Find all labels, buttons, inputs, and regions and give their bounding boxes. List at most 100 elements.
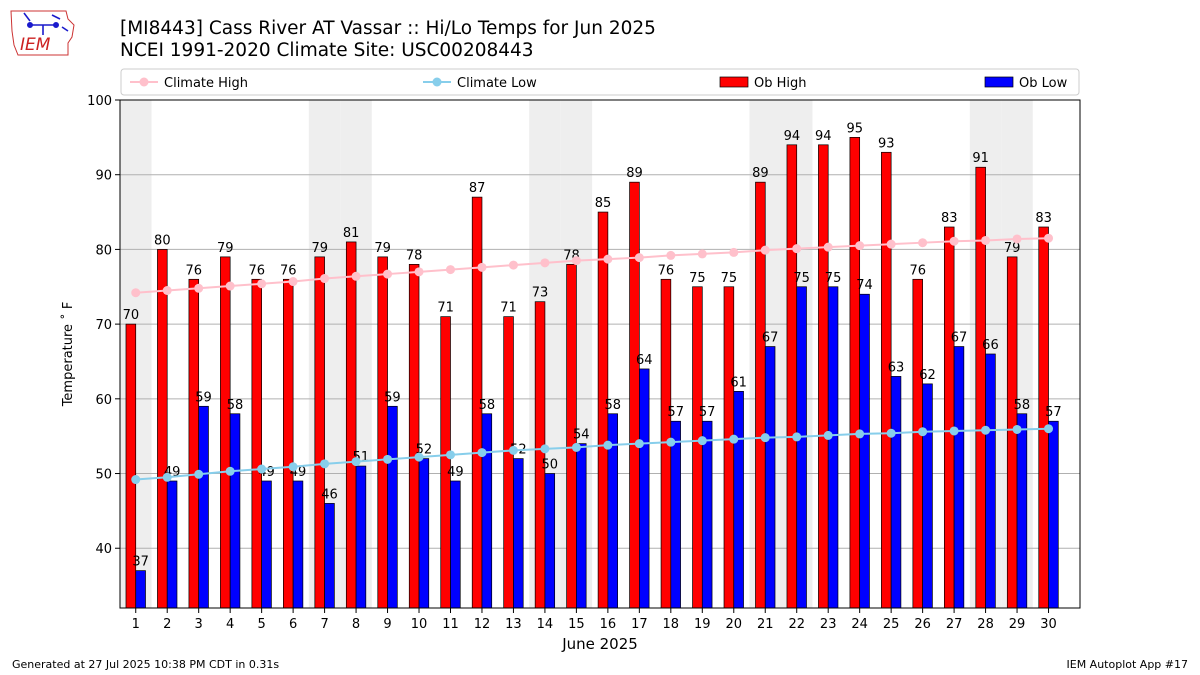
ob-high-bar-day-9 [377, 256, 388, 609]
ob-low-label-day-4: 58 [227, 398, 244, 413]
ob-low-label-day-1: 37 [132, 555, 149, 570]
ob-low-label-day-7: 46 [321, 487, 338, 502]
x-tick-label-25: 25 [883, 617, 900, 632]
ob-high-label-day-7: 79 [311, 241, 328, 256]
climate-low-point-day-13 [508, 445, 518, 455]
ob-high-bar-day-2 [157, 249, 168, 609]
climate-low-point-day-4 [225, 466, 235, 476]
climate-high-point-day-30 [1044, 233, 1054, 243]
ob-low-label-day-27: 67 [951, 331, 968, 346]
climate-high-point-day-18 [666, 250, 676, 260]
ob-low-bar-day-25 [890, 376, 902, 609]
chart-title: [MI8443] Cass River AT Vassar :: Hi/Lo T… [120, 18, 656, 39]
climate-high-point-day-12 [477, 262, 487, 272]
x-tick-label-13: 13 [505, 617, 522, 632]
ob-high-label-day-10: 78 [406, 248, 423, 263]
climate-high-point-day-28 [981, 235, 991, 245]
climate-low-point-day-17 [634, 439, 644, 449]
ob-high-bar-day-7 [314, 256, 325, 609]
ob-high-label-day-12: 87 [469, 181, 486, 196]
x-tick-label-30: 30 [1040, 617, 1057, 632]
ob-low-bar-day-27 [953, 346, 965, 609]
ob-low-label-day-23: 75 [825, 271, 842, 286]
ob-high-bar-day-13 [503, 316, 514, 609]
x-tick-label-29: 29 [1009, 617, 1026, 632]
ob-high-bar-day-26 [912, 278, 923, 609]
ob-low-label-day-16: 58 [604, 398, 621, 413]
climate-low-point-day-11 [445, 450, 455, 460]
x-tick-label-8: 8 [352, 617, 360, 632]
ob-low-bar-day-14 [544, 473, 556, 609]
legend-climate-high-label: Climate High [164, 76, 248, 91]
ob-high-label-day-17: 89 [626, 166, 643, 181]
x-tick-label-9: 9 [383, 617, 391, 632]
ob-low-bar-day-17 [638, 368, 650, 609]
climate-low-point-day-16 [603, 440, 613, 450]
climate-high-point-day-6 [288, 277, 298, 287]
x-tick-label-7: 7 [320, 617, 328, 632]
ob-low-bar-day-26 [922, 383, 933, 609]
y-tick-label-90: 90 [95, 169, 112, 184]
x-tick-label-28: 28 [977, 617, 994, 632]
ob-low-bar-day-24 [859, 293, 870, 609]
ob-low-label-day-20: 61 [730, 375, 747, 390]
climate-high-point-day-14 [540, 258, 550, 268]
x-axis-label: June 2025 [561, 635, 638, 653]
climate-low-point-day-22 [792, 432, 802, 442]
ob-high-label-day-24: 95 [847, 121, 864, 136]
ob-high-bar-day-6 [283, 278, 294, 609]
ob-high-label-day-22: 94 [784, 129, 801, 144]
climate-high-point-day-27 [949, 236, 959, 246]
y-axis-label: Temperature ˚ F [60, 302, 76, 408]
x-tick-label-15: 15 [568, 617, 585, 632]
climate-high-point-day-9 [383, 269, 393, 279]
x-tick-label-22: 22 [788, 617, 805, 632]
ob-high-bar-day-19 [692, 286, 703, 609]
climate-high-point-day-20 [729, 247, 739, 257]
ob-low-bar-day-29 [1016, 413, 1028, 609]
ob-low-bar-day-10 [418, 458, 430, 609]
ob-low-label-day-11: 49 [447, 465, 464, 480]
climate-high-point-day-23 [823, 242, 833, 252]
climate-high-point-day-21 [760, 245, 770, 255]
ob-high-label-day-26: 76 [909, 263, 926, 278]
ob-low-bar-day-19 [701, 420, 713, 609]
ob-low-label-day-28: 66 [982, 338, 999, 353]
ob-high-bar-day-4 [220, 256, 231, 609]
legend-box [120, 68, 1080, 96]
ob-low-label-day-26: 62 [919, 368, 936, 383]
ob-low-label-day-9: 59 [384, 390, 401, 405]
ob-high-label-day-30: 83 [1035, 211, 1052, 226]
y-tick-label-100: 100 [87, 94, 112, 109]
ob-high-label-day-1: 70 [123, 308, 140, 323]
climate-low-point-day-23 [823, 430, 833, 440]
x-tick-label-11: 11 [442, 617, 459, 632]
climate-low-point-day-3 [194, 469, 204, 479]
ob-high-label-day-29: 79 [1004, 241, 1021, 256]
climate-low-point-day-1 [131, 475, 141, 485]
climate-high-point-day-1 [131, 288, 141, 298]
climate-low-point-day-14 [540, 444, 550, 454]
x-tick-label-6: 6 [289, 617, 297, 632]
ob-low-label-day-22: 75 [793, 271, 810, 286]
x-tick-label-21: 21 [757, 617, 774, 632]
ob-high-label-day-5: 76 [248, 263, 265, 278]
climate-low-point-day-28 [981, 425, 991, 435]
x-tick-label-5: 5 [257, 617, 265, 632]
climate-high-point-day-16 [603, 254, 613, 264]
climate-low-point-day-24 [855, 429, 865, 439]
ob-high-bar-day-20 [723, 286, 735, 609]
ob-low-bar-day-30 [1048, 420, 1059, 609]
x-tick-label-18: 18 [663, 617, 680, 632]
legend-ob-high-label: Ob High [754, 76, 807, 91]
ob-low-label-day-14: 50 [542, 458, 559, 473]
climate-high-line [135, 237, 1049, 294]
ob-low-bar-day-6 [292, 480, 304, 609]
ob-high-bar-day-5 [251, 278, 262, 609]
x-tick-label-10: 10 [411, 617, 428, 632]
ob-high-label-day-28: 91 [972, 151, 989, 166]
climate-low-point-day-26 [918, 427, 928, 437]
x-tick-label-26: 26 [914, 617, 931, 632]
ob-high-label-day-14: 73 [532, 286, 549, 301]
legend-climate-high-swatch-marker [139, 77, 149, 87]
